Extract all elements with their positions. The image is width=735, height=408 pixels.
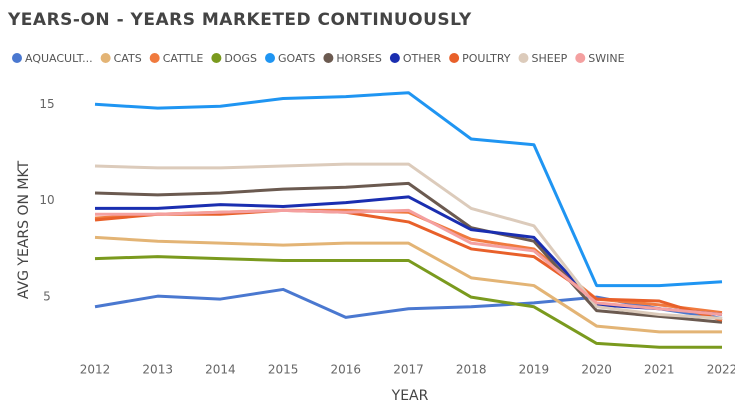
legend-label: DOGS — [224, 52, 257, 65]
y-tick-label: 15 — [39, 97, 54, 111]
x-tick-label: 2020 — [581, 363, 612, 377]
x-tick-label: 2018 — [456, 363, 487, 377]
legend-label: CATS — [114, 52, 142, 65]
legend-label: CATTLE — [163, 52, 204, 65]
legend-label: OTHER — [403, 52, 442, 65]
x-tick-label: 2013 — [142, 363, 173, 377]
legend-label: POULTRY — [462, 52, 511, 65]
y-tick-label: 5 — [43, 290, 51, 304]
legend-marker — [100, 53, 111, 63]
legend-marker — [389, 53, 400, 63]
legend-marker — [518, 53, 529, 63]
x-tick-label: 2021 — [644, 363, 675, 377]
legend-label: AQUACULT... — [25, 52, 93, 65]
x-tick-label: 2015 — [268, 363, 299, 377]
legend-label: SWINE — [588, 52, 624, 65]
legend-label: SHEEP — [531, 52, 567, 65]
series-line — [94, 162, 723, 320]
x-tick-label: 2014 — [205, 363, 236, 377]
x-tick-label: 2022 — [707, 363, 735, 377]
y-tick-label: 10 — [39, 193, 54, 207]
series-line — [94, 181, 723, 324]
legend-marker — [211, 53, 222, 63]
legend-label: GOATS — [278, 52, 315, 65]
series-line — [94, 91, 723, 288]
x-tick-label: 2019 — [519, 363, 550, 377]
y-axis-title: AVG YEARS ON MKT — [16, 160, 32, 299]
legend-marker — [12, 53, 22, 63]
x-tick-label: 2017 — [393, 363, 424, 377]
legend-marker — [449, 53, 460, 63]
legend-marker — [265, 53, 276, 63]
legend-marker — [149, 53, 160, 63]
series-line — [95, 208, 723, 316]
series-line — [94, 255, 722, 349]
x-axis-title: YEAR — [391, 388, 429, 404]
chart-title: YEARS-ON - YEARS MARKETED CONTINUOUSLY — [7, 10, 472, 30]
x-tick-label: 2016 — [331, 363, 362, 377]
legend-marker — [323, 53, 334, 63]
legend-label: HORSES — [336, 52, 382, 65]
legend-marker — [575, 53, 586, 63]
x-tick-label: 2012 — [80, 363, 111, 377]
series-line — [94, 235, 722, 334]
